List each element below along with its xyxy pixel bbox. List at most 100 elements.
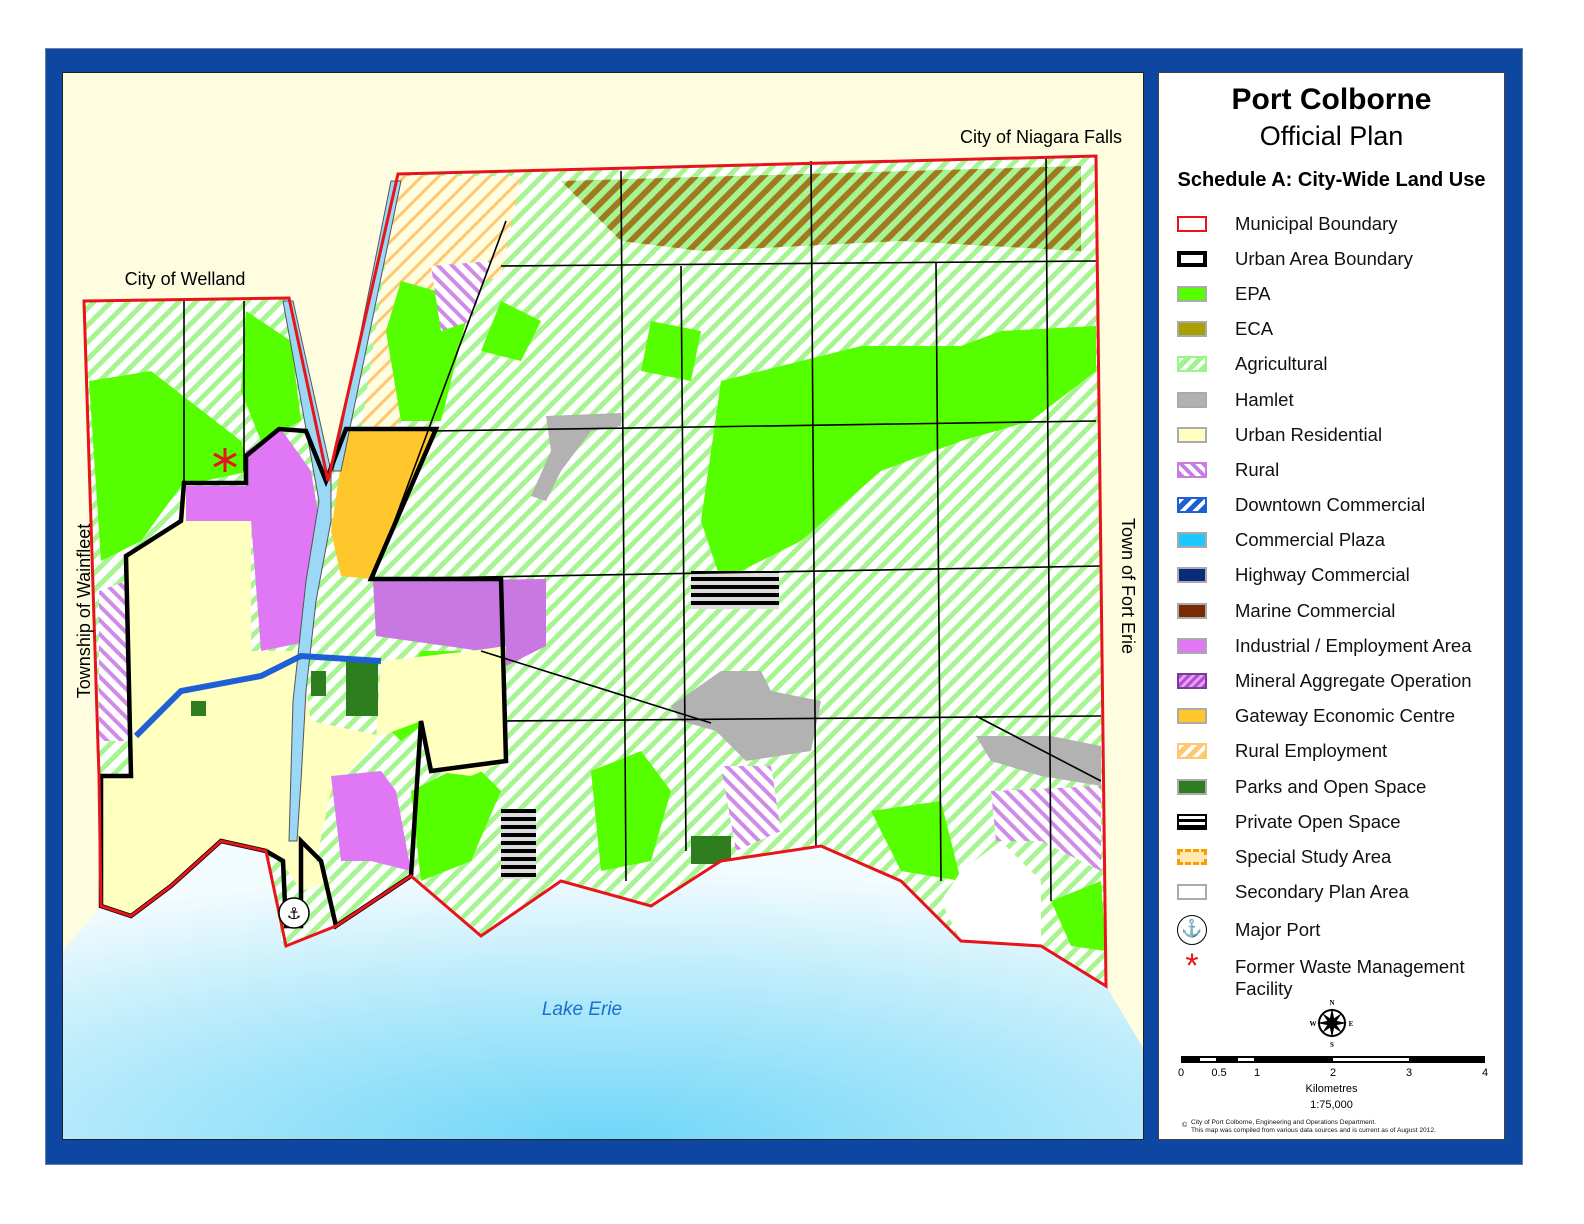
private-open-space bbox=[501, 809, 536, 879]
legend-item: Parks and Open Space bbox=[1177, 769, 1495, 804]
legend-label: Rural Employment bbox=[1235, 740, 1388, 762]
legend-item: ⚓ Major Port bbox=[1177, 910, 1495, 950]
legend-swatch-stripes bbox=[1177, 813, 1207, 830]
legend-swatch-solid bbox=[1177, 285, 1207, 302]
compass-rose-icon: N S E W bbox=[1310, 999, 1354, 1048]
lake-erie bbox=[63, 841, 1143, 1139]
schedule-title: Schedule A: City-Wide Land Use bbox=[1177, 169, 1486, 191]
legend-item: Gateway Economic Centre bbox=[1177, 699, 1495, 734]
legend-label: Rural bbox=[1235, 458, 1280, 480]
legend-label: Urban Residential bbox=[1235, 423, 1383, 445]
legend-item: Industrial / Employment Area bbox=[1177, 628, 1495, 663]
legend-item: Rural bbox=[1177, 452, 1495, 487]
scale-tick: 1 bbox=[1253, 1067, 1261, 1079]
credits-line-2: This map was compiled from various data … bbox=[1191, 1127, 1436, 1134]
legend-label: Urban Area Boundary bbox=[1235, 247, 1413, 269]
epa-areas bbox=[89, 281, 1106, 951]
scale-ratio: 1:75,000 bbox=[1310, 1099, 1353, 1111]
legend-item: Commercial Plaza bbox=[1177, 523, 1495, 558]
legend-panel: Port Colborne Official Plan Schedule A: … bbox=[1158, 72, 1505, 1140]
legend-swatch-outline-thick bbox=[1177, 250, 1207, 267]
hamlet-areas bbox=[531, 413, 1101, 786]
label-fort-erie: Town of Fort Erie bbox=[1118, 518, 1138, 654]
former-waste-management-facility-marker bbox=[213, 448, 237, 472]
map-panel: ⚓ City of Niagara Falls City of Welland … bbox=[62, 72, 1144, 1140]
legend-item: Highway Commercial bbox=[1177, 558, 1495, 593]
land-use-map: ⚓ City of Niagara Falls City of Welland … bbox=[63, 127, 1143, 1139]
legend-item: ECA bbox=[1177, 312, 1495, 347]
legend-swatch-outline bbox=[1177, 215, 1207, 232]
legend-label: Hamlet bbox=[1235, 388, 1294, 410]
legend-swatch-solid bbox=[1177, 567, 1207, 584]
legend-label: Private Open Space bbox=[1235, 810, 1401, 832]
legend-item: Downtown Commercial bbox=[1177, 488, 1495, 523]
scale-tick: 0 bbox=[1177, 1067, 1185, 1079]
map-subtitle: Official Plan bbox=[1259, 121, 1404, 151]
downtown-commercial bbox=[133, 652, 382, 739]
industrial-areas bbox=[186, 429, 411, 871]
legend-item: Secondary Plan Area bbox=[1177, 875, 1495, 910]
credits: © City of Port Colborne, Engineering and… bbox=[1182, 1119, 1436, 1135]
legend-label: Highway Commercial bbox=[1235, 564, 1410, 586]
legend-label: Parks and Open Space bbox=[1235, 775, 1427, 797]
legend-label: Mineral Aggregate Operation bbox=[1235, 670, 1472, 692]
private-open-space bbox=[691, 571, 779, 609]
credits-line-1: City of Port Colborne, Engineering and O… bbox=[1191, 1119, 1377, 1126]
legend-label: Major Port bbox=[1235, 918, 1321, 940]
compass-s: S bbox=[1330, 1041, 1334, 1048]
scale-tick: 0.5 bbox=[1211, 1067, 1227, 1079]
legend-label: Marine Commercial bbox=[1235, 599, 1396, 621]
legend-item: Urban Area Boundary bbox=[1177, 241, 1495, 276]
legend-label: Agricultural bbox=[1235, 353, 1328, 375]
parks-areas bbox=[191, 661, 731, 864]
scale-tick: 4 bbox=[1481, 1067, 1489, 1079]
legend-swatch-solid bbox=[1177, 708, 1207, 725]
legend-swatch-solid bbox=[1177, 391, 1207, 408]
legend-swatch-solid bbox=[1177, 602, 1207, 619]
legend-label: EPA bbox=[1235, 282, 1271, 304]
compass-w: W bbox=[1310, 1020, 1317, 1028]
legend-list: Municipal Boundary Urban Area Boundary EPA… bbox=[1177, 206, 1495, 1006]
compass-e: E bbox=[1349, 1020, 1354, 1028]
asterisk-icon: * bbox=[1185, 946, 1199, 985]
legend-swatch-solid bbox=[1177, 426, 1207, 443]
secondary-plan-area bbox=[941, 841, 1041, 946]
legend-swatch-hatch-back bbox=[1177, 461, 1207, 478]
legend-swatch-solid bbox=[1177, 884, 1207, 901]
label-wainfleet: Township of Wainfleet bbox=[74, 524, 94, 698]
copyright-icon: © bbox=[1182, 1122, 1188, 1129]
legend-item: Municipal Boundary bbox=[1177, 206, 1495, 241]
label-welland: City of Welland bbox=[125, 269, 246, 289]
legend-label: Special Study Area bbox=[1235, 845, 1392, 867]
legend-swatch-hatch bbox=[1177, 497, 1207, 514]
scale-tick: 3 bbox=[1405, 1067, 1413, 1079]
eca-area bbox=[561, 166, 1081, 251]
legend-item: Special Study Area bbox=[1177, 839, 1495, 874]
legend-swatch-solid bbox=[1177, 778, 1207, 795]
legend-item: Hamlet bbox=[1177, 382, 1495, 417]
legend-label: Downtown Commercial bbox=[1235, 494, 1426, 516]
legend-swatch-dashed bbox=[1177, 848, 1207, 865]
municipal-boundary bbox=[82, 154, 1108, 989]
scale-bar bbox=[1181, 1056, 1485, 1063]
legend-label: Municipal Boundary bbox=[1235, 212, 1398, 234]
legend-label: Commercial Plaza bbox=[1235, 529, 1386, 551]
label-lake-erie: Lake Erie bbox=[542, 999, 622, 1020]
legend-item: EPA bbox=[1177, 276, 1495, 311]
legend-swatch-hatch bbox=[1177, 743, 1207, 760]
legend-item: * Former Waste Management Facility bbox=[1177, 946, 1495, 1006]
legend-item: Private Open Space bbox=[1177, 804, 1495, 839]
legend-label: Industrial / Employment Area bbox=[1235, 634, 1472, 656]
legend-swatch-hatch-dense bbox=[1177, 673, 1207, 690]
legend-swatch-solid bbox=[1177, 532, 1207, 549]
legend-item: Marine Commercial bbox=[1177, 593, 1495, 628]
major-port-marker: ⚓ bbox=[278, 897, 310, 929]
legend-label: ECA bbox=[1235, 318, 1274, 340]
legend-label: Gateway Economic Centre bbox=[1235, 705, 1456, 727]
legend-label: Secondary Plan Area bbox=[1235, 881, 1409, 903]
compass-n: N bbox=[1329, 999, 1334, 1007]
legend-swatch-solid bbox=[1177, 321, 1207, 338]
gateway-economic-centre bbox=[331, 429, 436, 579]
roads bbox=[183, 155, 1102, 902]
legend-label: Former Waste Management Facility bbox=[1235, 955, 1465, 999]
